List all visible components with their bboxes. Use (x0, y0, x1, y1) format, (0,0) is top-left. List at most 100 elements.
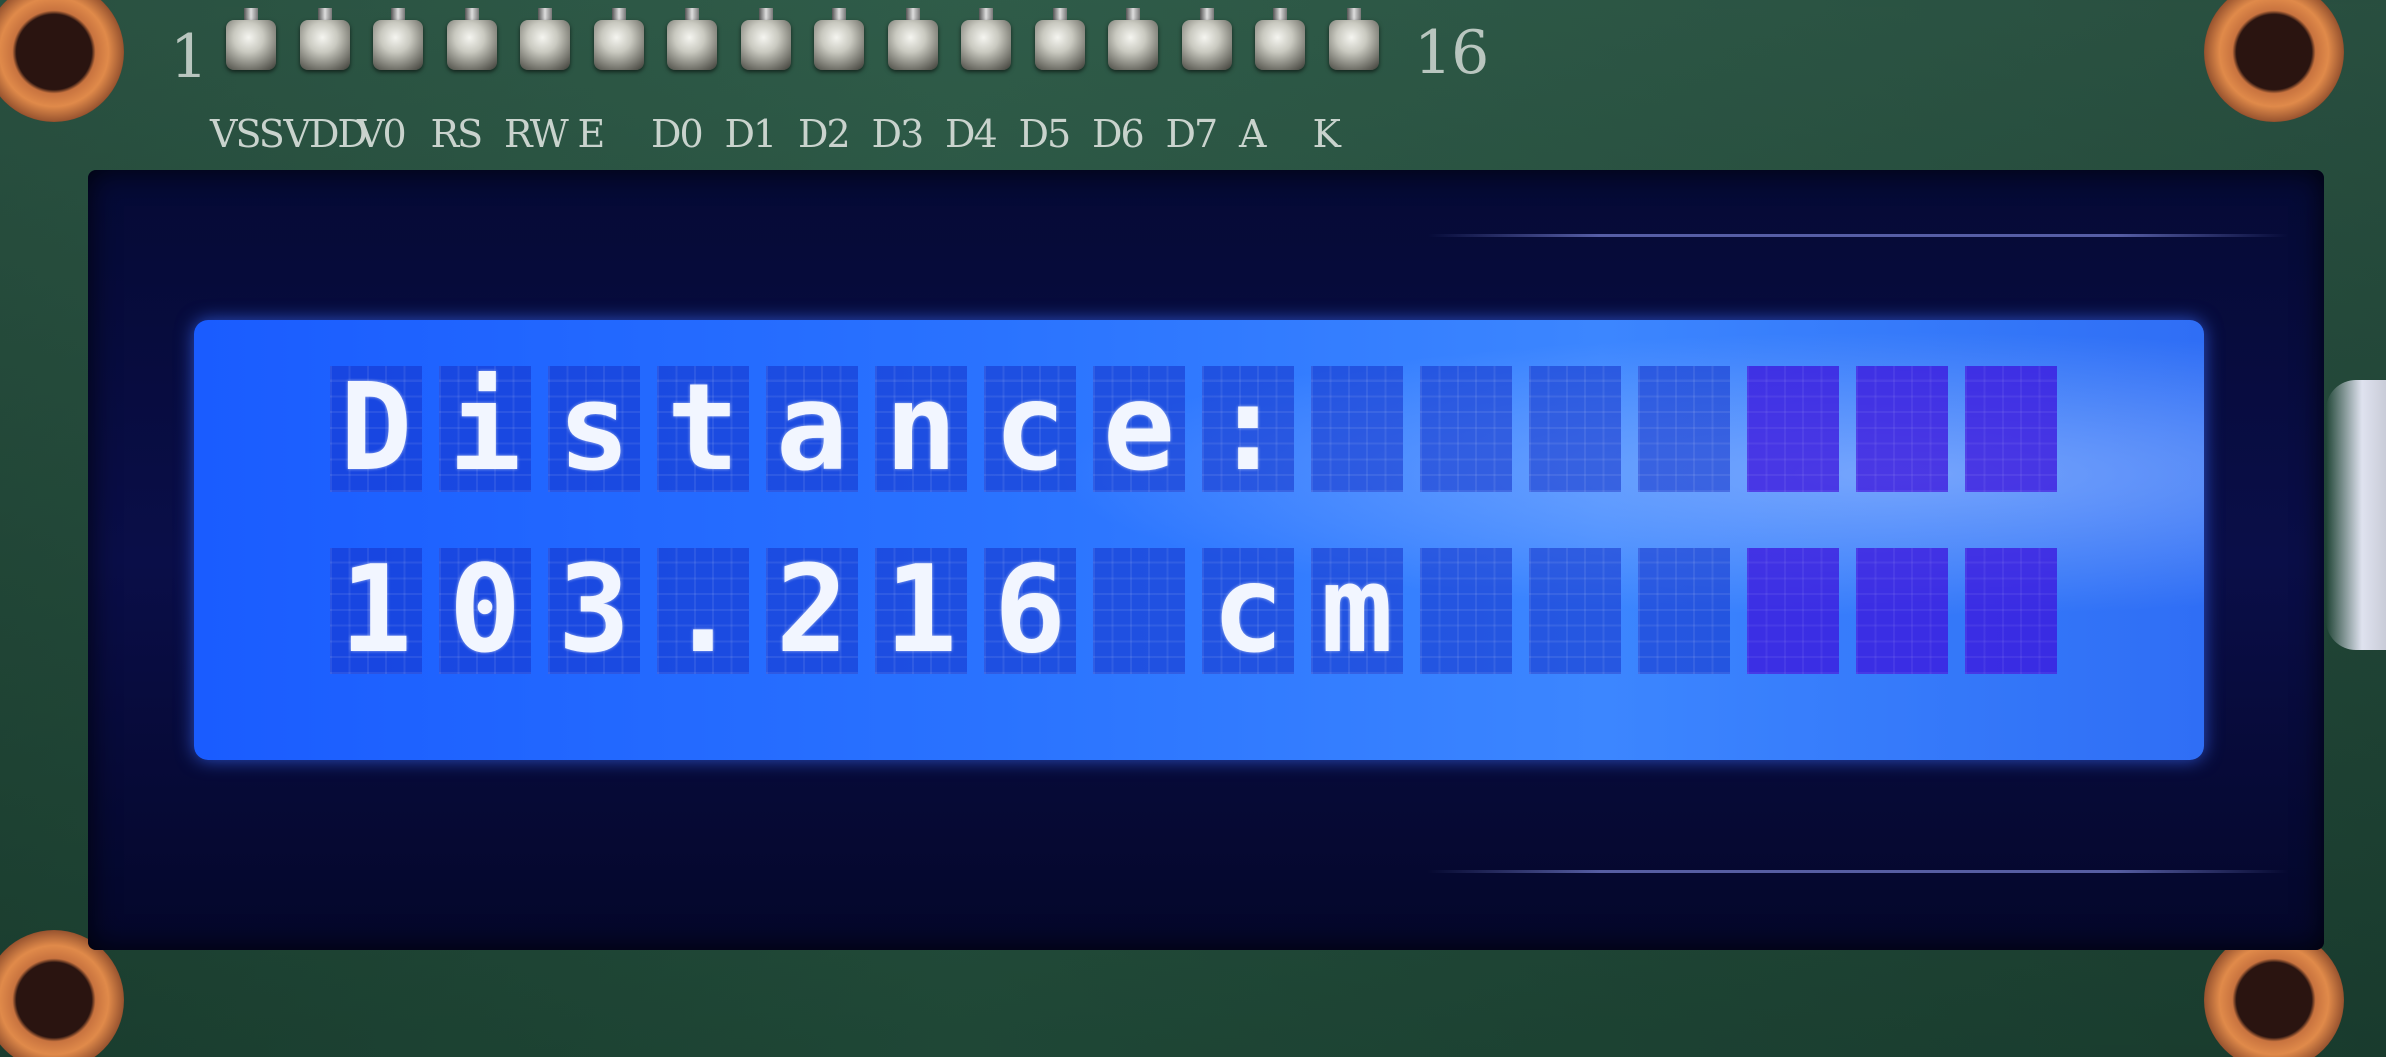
header-pin (884, 8, 942, 76)
lcd-char: a (775, 359, 849, 498)
header-pin (737, 8, 795, 76)
lcd-cell (1638, 548, 1730, 674)
lcd-cell (1529, 548, 1621, 674)
pin-end-label: 16 (1414, 18, 1489, 88)
header-pin (590, 8, 648, 76)
lcd-cell (1965, 548, 2057, 674)
lcd-cell (1856, 366, 1948, 492)
lcd-char: e (1102, 359, 1176, 498)
lcd-char: 6 (993, 541, 1067, 680)
lcd-cell: D (330, 366, 422, 492)
lcd-cell: 1 (330, 548, 422, 674)
lcd-char: n (884, 359, 958, 498)
lcd-char: i (448, 359, 522, 498)
frame-edge-line (1428, 870, 2288, 873)
lcd-char: D (339, 359, 413, 498)
header-pin (369, 8, 427, 76)
lcd-char: 0 (448, 541, 522, 680)
side-connector (2326, 380, 2386, 650)
lcd-char: : (1211, 359, 1285, 498)
lcd-char (1311, 366, 1403, 492)
lcd-char (1856, 548, 1948, 674)
pin-label: D4 (945, 112, 998, 156)
lcd-char (1638, 548, 1730, 674)
lcd-char: s (557, 359, 631, 498)
pin-label: D6 (1092, 112, 1145, 156)
lcd-char (1420, 366, 1512, 492)
pin-label: E (577, 112, 606, 156)
pin-label: D2 (798, 112, 851, 156)
pin-label: VSS (210, 112, 285, 156)
lcd-cell: c (1202, 548, 1294, 674)
header-pins (222, 8, 1402, 88)
pin-labels: VSS VDD V0 RS RW E D0 D1 D2 D3 D4 D5 D6 D7 A K (200, 112, 1400, 162)
header-pin (296, 8, 354, 76)
pin-label: V0 (357, 112, 407, 156)
lcd-cell (1638, 366, 1730, 492)
pin-label: D1 (724, 112, 778, 156)
header-pin (957, 8, 1015, 76)
lcd-char (1529, 548, 1621, 674)
lcd-char: 1 (884, 541, 958, 680)
lcd-char: c (1211, 541, 1285, 680)
pin-label: RW (504, 112, 569, 156)
lcd-char: m (1320, 541, 1394, 680)
lcd-char: 3 (557, 541, 631, 680)
lcd-char (1638, 366, 1730, 492)
lcd-char (1420, 548, 1512, 674)
lcd-cell: m (1311, 548, 1403, 674)
pin-label: K (1312, 112, 1341, 156)
lcd-char: c (993, 359, 1067, 498)
lcd-char (1747, 548, 1839, 674)
header-pin (222, 8, 280, 76)
header-pin (443, 8, 501, 76)
lcd-cell (1747, 366, 1839, 492)
header-pin (1104, 8, 1162, 76)
lcd-cell (1529, 366, 1621, 492)
lcd-cell (1856, 548, 1948, 674)
lcd-cell: t (657, 366, 749, 492)
lcd-cell: 0 (439, 548, 531, 674)
lcd-char (1093, 548, 1185, 674)
mounting-hole-bottom-right (2204, 930, 2344, 1057)
mounting-hole-top-left (0, 0, 124, 122)
lcd-cell: 3 (548, 548, 640, 674)
lcd-char (1965, 366, 2057, 492)
lcd-char (1856, 366, 1948, 492)
pin-label: D5 (1018, 112, 1072, 156)
lcd-cell: . (657, 548, 749, 674)
lcd-cell: n (875, 366, 967, 492)
header-pin (1031, 8, 1089, 76)
lcd-cell: s (548, 366, 640, 492)
pin-label: D0 (651, 112, 704, 156)
frame-edge-line (1428, 234, 2288, 237)
lcd-cell: e (1093, 366, 1185, 492)
lcd-cell: 6 (984, 548, 1076, 674)
pin-label: D7 (1165, 112, 1219, 156)
header-pin (1325, 8, 1383, 76)
header-pin (1178, 8, 1236, 76)
mounting-hole-top-right (2204, 0, 2344, 122)
mounting-hole-bottom-left (0, 930, 124, 1057)
lcd-cell (1093, 548, 1185, 674)
header-pin (810, 8, 868, 76)
lcd-char: t (666, 359, 740, 498)
lcd-cell: c (984, 366, 1076, 492)
lcd-cell (1420, 366, 1512, 492)
lcd-cell: i (439, 366, 531, 492)
pin-label: RS (430, 112, 484, 156)
lcd-char (1965, 548, 2057, 674)
lcd-char: . (666, 541, 740, 680)
pin-label: VDD (283, 112, 368, 156)
pin-start-label: 1 (170, 22, 208, 92)
lcd-char: 2 (775, 541, 849, 680)
header-pin (1251, 8, 1309, 76)
header-pin (663, 8, 721, 76)
lcd-cell: 2 (766, 548, 858, 674)
pin-label: A (1239, 112, 1266, 156)
lcd-cell: a (766, 366, 858, 492)
